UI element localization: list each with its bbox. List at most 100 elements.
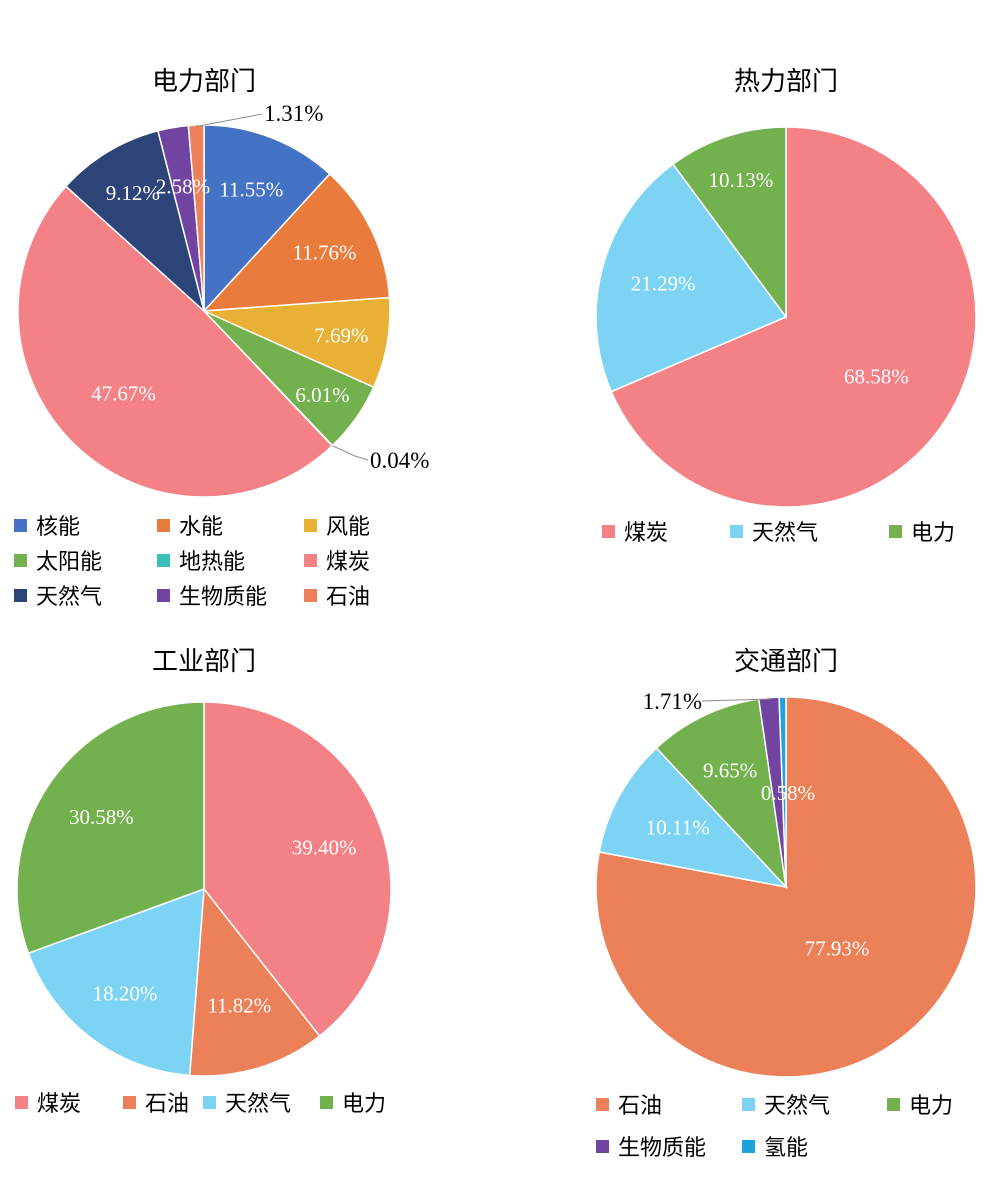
pie-chart-2: 热力部门 68.58% 21.29% 10.13% 煤炭 天然气 电力: [595, 67, 977, 546]
chart-title: 工业部门: [152, 647, 256, 677]
chart-title: 电力部门: [152, 67, 256, 97]
legend-swatch: [596, 1140, 609, 1153]
legend-item-石油: 石油: [304, 585, 370, 610]
legend-item-水能: 水能: [157, 515, 223, 540]
legend-swatch: [157, 519, 170, 532]
pie-slice-核能: [203, 124, 331, 313]
data-label: 9.12%: [106, 181, 160, 205]
leader-line: [196, 113, 263, 127]
data-label: 47.67%: [91, 382, 156, 406]
pie-slice-电力: [672, 126, 787, 320]
pie-slice-水能: [202, 172, 391, 312]
legend-item-煤炭: 煤炭: [602, 521, 668, 546]
legend-swatch: [304, 554, 317, 567]
legend-label: 天然气: [225, 1092, 291, 1117]
legend-swatch: [596, 1098, 609, 1111]
legend-item-氢能: 氢能: [742, 1136, 808, 1161]
legend-swatch: [887, 1098, 900, 1111]
legend-label: 太阳能: [36, 550, 102, 575]
legend-swatch: [320, 1096, 333, 1109]
legend-swatch: [742, 1140, 755, 1153]
chart-title: 热力部门: [734, 67, 838, 97]
legend-item-生物质能: 生物质能: [157, 585, 267, 610]
pie-slice-天然气: [64, 129, 206, 314]
data-label: 21.29%: [631, 272, 696, 296]
legend-item-天然气: 天然气: [742, 1094, 830, 1119]
legend-item-石油: 石油: [123, 1092, 189, 1117]
legend-swatch: [602, 525, 615, 538]
legend-item-核能: 核能: [14, 515, 80, 540]
pie-slice-煤炭: [203, 701, 392, 1038]
data-label: 6.01%: [295, 383, 349, 407]
legend-label: 石油: [145, 1092, 189, 1117]
legend-label: 氢能: [764, 1136, 808, 1161]
legend-item-天然气: 天然气: [203, 1092, 291, 1117]
legend-swatch: [304, 519, 317, 532]
legend-label: 风能: [326, 515, 370, 540]
legend-label: 天然气: [752, 521, 818, 546]
pie-slice-风能: [203, 296, 391, 389]
data-label: 9.65%: [703, 759, 757, 783]
legend-label: 水能: [179, 515, 223, 540]
pie-slice-石油: [595, 696, 977, 1078]
data-label: 1.71%: [643, 689, 702, 714]
pie-slice-天然气: [27, 887, 205, 1077]
legend-label: 电力: [342, 1092, 386, 1117]
legend-item-煤炭: 煤炭: [15, 1092, 81, 1117]
pie-slice-天然气: [595, 163, 788, 393]
legend-swatch: [157, 554, 170, 567]
legend-item-天然气: 天然气: [14, 585, 102, 610]
legend-item-煤炭: 煤炭: [304, 550, 370, 575]
pie-chart-4: 交通部门 77.93% 10.11% 9.65% 1.71% 0.58% 石油 天然气 电力生物…: [595, 647, 977, 1161]
leader-line: [332, 445, 369, 461]
data-label: 0.04%: [370, 448, 429, 473]
legend-label: 生物质能: [618, 1136, 706, 1161]
data-label: 39.40%: [292, 835, 357, 859]
pie-slice-煤炭: [17, 185, 334, 498]
legend-label: 煤炭: [624, 521, 668, 546]
data-label: 10.11%: [646, 815, 710, 839]
legend-swatch: [123, 1096, 136, 1109]
legend-swatch: [14, 519, 27, 532]
pie-slice-煤炭: [610, 126, 977, 508]
legend-label: 电力: [909, 1094, 953, 1119]
legend-label: 煤炭: [326, 550, 370, 575]
legend-item-电力: 电力: [889, 521, 955, 546]
pie-slice-氢能: [778, 696, 787, 888]
pie-slice-石油: [188, 887, 321, 1077]
legend-swatch: [14, 554, 27, 567]
data-label: 11.82%: [207, 993, 271, 1017]
leader-line: [701, 697, 772, 702]
legend-label: 地热能: [179, 550, 245, 575]
data-label: 77.93%: [805, 936, 870, 960]
pie-chart-1: 电力部门 11.55% 11.76% 7.69% 6.01% 0.04% 47.67% 9.1…: [14, 67, 429, 610]
legend-swatch: [15, 1096, 28, 1109]
pie-chart-3: 工业部门 39.40% 11.82% 18.20% 30.58% 煤炭 石油 天然气 电力: [15, 647, 392, 1117]
data-label: 2.58%: [156, 174, 210, 198]
legend-item-地热能: 地热能: [157, 550, 245, 575]
legend-swatch: [742, 1098, 755, 1111]
legend-item-风能: 风能: [304, 515, 370, 540]
pie-slice-天然气: [598, 746, 789, 889]
legend-item-石油: 石油: [596, 1094, 662, 1119]
legend-swatch: [889, 525, 902, 538]
legend-label: 石油: [326, 585, 370, 610]
data-label: 10.13%: [708, 168, 773, 192]
legend-swatch: [730, 525, 743, 538]
legend-label: 石油: [618, 1094, 662, 1119]
data-label: 1.31%: [264, 101, 323, 126]
legend-label: 天然气: [764, 1094, 830, 1119]
data-label: 11.55%: [219, 178, 283, 202]
legend-swatch: [14, 589, 27, 602]
legend-item-电力: 电力: [320, 1092, 386, 1117]
legend-label: 电力: [911, 521, 955, 546]
data-label: 68.58%: [844, 365, 909, 389]
legend-swatch: [157, 589, 170, 602]
legend-label: 煤炭: [37, 1092, 81, 1117]
legend-item-太阳能: 太阳能: [14, 550, 102, 575]
data-label: 11.76%: [293, 241, 357, 265]
legend-label: 生物质能: [179, 585, 267, 610]
legend: 煤炭 石油 天然气 电力: [15, 1092, 386, 1117]
